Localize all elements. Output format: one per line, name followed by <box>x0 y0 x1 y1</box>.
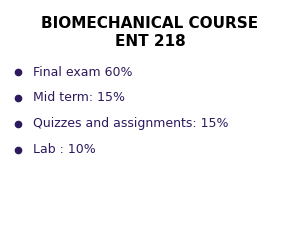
Text: Final exam 60%: Final exam 60% <box>33 65 133 79</box>
Text: Quizzes and assignments: 15%: Quizzes and assignments: 15% <box>33 117 229 130</box>
Text: Lab : 10%: Lab : 10% <box>33 143 96 156</box>
Text: Mid term: 15%: Mid term: 15% <box>33 91 125 104</box>
Text: BIOMECHANICAL COURSE
ENT 218: BIOMECHANICAL COURSE ENT 218 <box>41 16 259 49</box>
